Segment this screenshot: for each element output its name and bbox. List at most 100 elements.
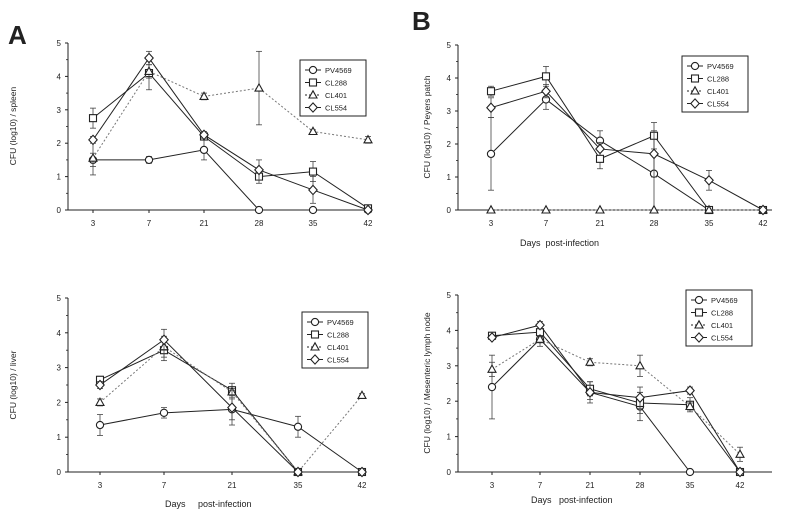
x-tick-label: 3 bbox=[98, 481, 103, 490]
x-tick-label: 3 bbox=[490, 481, 495, 490]
data-point bbox=[293, 466, 303, 478]
chart-peyers-patch: 0 1 2 3 4 5 3 7 21 28 35 42 CFU (log10) / Peyers pat… bbox=[422, 41, 772, 248]
data-point bbox=[88, 152, 98, 162]
series-line bbox=[92, 72, 369, 209]
data-point bbox=[486, 102, 496, 114]
x-tick-label: 42 bbox=[736, 481, 745, 490]
legend-marker bbox=[308, 89, 318, 99]
data-point bbox=[95, 397, 105, 406]
data-point bbox=[486, 149, 496, 159]
y-tick-label: 4 bbox=[57, 329, 62, 338]
legend-box bbox=[299, 59, 367, 117]
x-tick-label: 7 bbox=[538, 481, 543, 490]
x-tick-label: 21 bbox=[228, 481, 237, 490]
y-tick-label: 5 bbox=[447, 291, 452, 300]
series-line bbox=[491, 338, 740, 473]
data-point bbox=[635, 360, 645, 370]
chart-liver: 0 1 2 3 4 5 3 7 21 35 42 CFU (log10) / liver Days po… bbox=[8, 294, 369, 509]
legend-marker bbox=[310, 341, 320, 351]
legend-label: CL554 bbox=[707, 100, 729, 109]
series-cl554 bbox=[95, 328, 367, 478]
data-point bbox=[535, 319, 545, 331]
x-tick-label: 42 bbox=[358, 481, 367, 490]
data-point bbox=[144, 52, 154, 64]
legend-label: PV4569 bbox=[325, 66, 352, 75]
data-point bbox=[199, 129, 209, 141]
data-point bbox=[585, 386, 595, 398]
y-tick-label: 1 bbox=[447, 173, 452, 182]
legend-marker bbox=[694, 319, 704, 329]
legend-marker bbox=[694, 332, 704, 343]
x-tick-label: 35 bbox=[309, 219, 318, 228]
data-point bbox=[685, 467, 695, 477]
legend-label: CL401 bbox=[707, 87, 729, 96]
data-point bbox=[685, 385, 695, 396]
data-point bbox=[735, 448, 745, 458]
data-point bbox=[199, 145, 209, 155]
series-line bbox=[99, 408, 363, 473]
data-point bbox=[635, 392, 645, 404]
legend-marker bbox=[690, 61, 700, 71]
series-cl401 bbox=[487, 333, 745, 462]
legend-label: CL554 bbox=[711, 334, 733, 343]
y-tick-label: 3 bbox=[57, 364, 62, 373]
data-point bbox=[308, 184, 318, 196]
legend-marker bbox=[310, 330, 320, 339]
y-tick-label: 4 bbox=[447, 326, 452, 335]
legend-label: CL288 bbox=[325, 79, 347, 88]
y-tick-label: 3 bbox=[447, 107, 452, 116]
series-line bbox=[490, 90, 764, 211]
data-point bbox=[541, 85, 551, 97]
y-tick-label: 4 bbox=[57, 72, 62, 81]
y-tick-label: 3 bbox=[447, 362, 452, 371]
data-point bbox=[541, 204, 551, 214]
legend-marker bbox=[310, 354, 320, 365]
data-point bbox=[308, 205, 318, 215]
y-tick-label: 1 bbox=[57, 433, 62, 442]
legend-marker bbox=[690, 98, 700, 109]
chart-spleen: 0 1 2 3 4 5 3 7 21 28 35 42 CFU (log10) / spleen PV45… bbox=[8, 39, 373, 228]
legend: PV4569 CL288 CL401 CL554 bbox=[301, 311, 369, 369]
data-point bbox=[486, 204, 496, 214]
x-tick-label: 21 bbox=[596, 219, 605, 228]
x-tick-label: 7 bbox=[544, 219, 549, 228]
data-point bbox=[363, 134, 373, 144]
x-tick-label: 35 bbox=[705, 219, 714, 228]
x-tick-label: 7 bbox=[162, 481, 167, 490]
legend-label: CL401 bbox=[325, 91, 347, 100]
legend-marker bbox=[694, 295, 704, 305]
x-tick-label: 21 bbox=[586, 481, 595, 490]
y-tick-label: 2 bbox=[57, 398, 62, 407]
legend-label: PV4569 bbox=[707, 62, 734, 71]
data-point bbox=[95, 379, 105, 391]
x-tick-label: 42 bbox=[759, 219, 768, 228]
series-pv4569 bbox=[487, 331, 745, 477]
y-tick-label: 0 bbox=[57, 468, 62, 477]
series-cl554 bbox=[487, 319, 745, 478]
data-point bbox=[144, 66, 154, 75]
data-point bbox=[227, 402, 237, 414]
x-tick-label: 28 bbox=[255, 219, 264, 228]
y-tick-label: 2 bbox=[57, 139, 62, 148]
legend-marker bbox=[690, 85, 700, 95]
legend-label: PV4569 bbox=[327, 318, 354, 327]
y-axis-label: CFU (log10) / Peyers patch bbox=[422, 75, 432, 178]
series-line bbox=[491, 331, 741, 473]
legend-label: CL401 bbox=[327, 343, 349, 352]
y-tick-label: 3 bbox=[57, 106, 62, 115]
data-point bbox=[144, 155, 154, 165]
series-pv4569 bbox=[88, 139, 373, 215]
y-tick-label: 0 bbox=[447, 468, 452, 477]
y-tick-label: 1 bbox=[57, 173, 62, 182]
x-tick-label: 42 bbox=[364, 219, 373, 228]
data-point bbox=[486, 87, 496, 96]
data-point bbox=[685, 401, 695, 411]
x-tick-label: 35 bbox=[686, 481, 695, 490]
x-tick-label: 3 bbox=[91, 219, 96, 228]
data-point bbox=[254, 205, 264, 215]
data-point bbox=[595, 204, 605, 214]
series-line bbox=[93, 149, 368, 211]
legend-marker bbox=[690, 74, 700, 83]
y-axis-label: CFU (log10) / liver bbox=[8, 350, 18, 419]
legend-marker bbox=[694, 308, 704, 317]
